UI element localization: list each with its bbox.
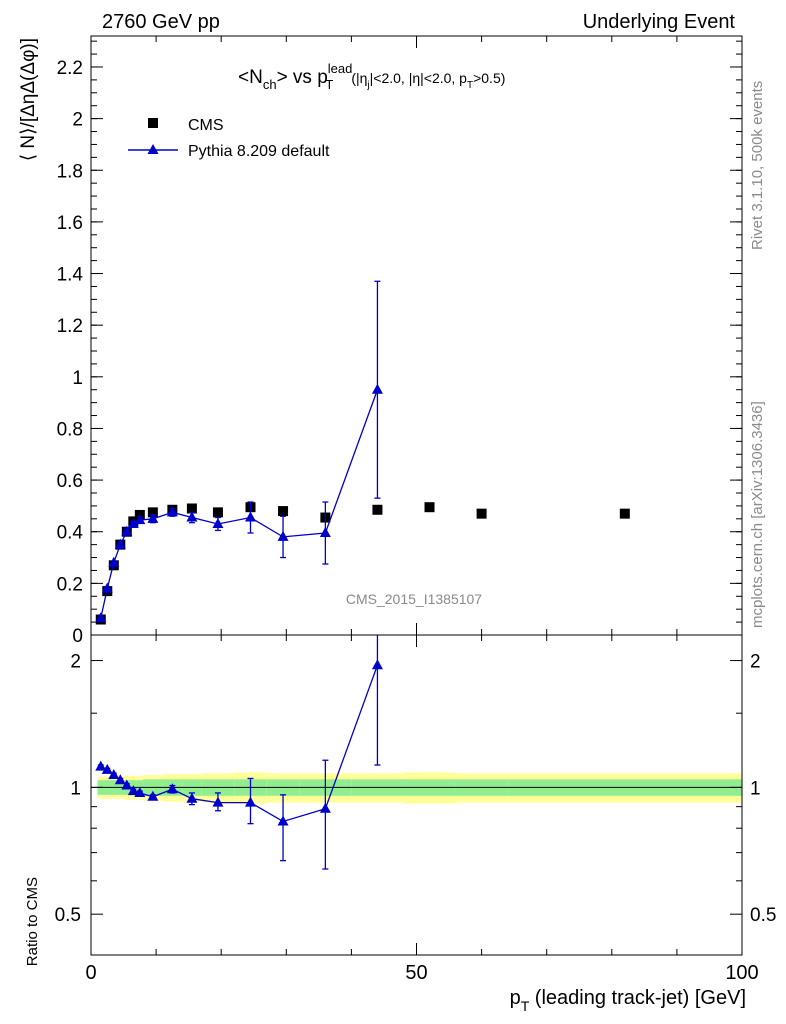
main-y-tick-label: 2 (72, 110, 83, 131)
ratio-data-point (95, 760, 107, 771)
mc-data-point (212, 517, 224, 528)
ratio-data-point (127, 785, 139, 796)
ratio-y-axis: 0.5 0.5 1 1 2 2 (55, 652, 777, 927)
ratio-data-point (114, 774, 126, 785)
legend-mc-marker (147, 144, 159, 154)
legend-mc-label: Pythia 8.209 default (188, 143, 330, 160)
ratio-data-point (212, 796, 224, 807)
ratio-data-point (186, 792, 198, 803)
main-y-axis: 0 0.2 0.4 0.6 0.8 1 1.2 1.4 1.6 1.8 2 2.2 (57, 40, 742, 647)
ratio-y-tick-label-right: 1 (750, 778, 761, 799)
mc-data-point (127, 517, 139, 528)
main-y-tick-label: 1.8 (57, 161, 83, 182)
mcplots-label: mcplots.cern.ch [arXiv:1306.3436] (749, 401, 766, 628)
cms-data-point (619, 508, 630, 519)
cms-data-point (147, 507, 158, 518)
ratio-y-tick-label: 0.5 (55, 905, 81, 926)
ratio-y-tick-label: 1 (70, 778, 81, 799)
x-axis: 0 50 100 (85, 635, 759, 984)
mc-data-point (186, 511, 198, 522)
main-y-tick-label: 0.8 (57, 419, 83, 440)
ratio-data-point (121, 779, 133, 790)
mc-data-point (244, 511, 256, 522)
legend-cms-marker (148, 118, 158, 128)
mc-data-point (134, 514, 146, 525)
cms-data-point (424, 502, 435, 513)
x-axis-label: pT (leading track-jet) [GeV] (510, 987, 746, 1014)
ratio-data-point (371, 659, 383, 670)
ratio-data-point (244, 796, 256, 807)
ratio-y-tick-label: 2 (70, 652, 81, 673)
cms-data-point (372, 504, 383, 515)
main-y-tick-label: 1.4 (57, 265, 84, 286)
ratio-data-point (277, 815, 289, 826)
mc-data-point (121, 525, 133, 536)
main-y-tick-label: 1 (72, 368, 83, 389)
main-y-tick-label: 0 (72, 626, 83, 647)
mc-data-point (95, 612, 107, 623)
legend: CMS Pythia 8.209 default (128, 117, 330, 160)
cms-data-point (476, 508, 487, 519)
mc-data-point (147, 512, 159, 523)
mc-data-point (371, 383, 383, 394)
x-tick-label: 100 (725, 962, 758, 984)
main-y-tick-label: 0.6 (57, 471, 83, 492)
ratio-data-point (101, 763, 113, 774)
main-y-label: ⟨ N⟩/[ΔηΔ(Δφ)] (18, 38, 39, 161)
header-right: Underlying Event (583, 11, 736, 33)
cms-data-point (186, 503, 197, 514)
mc-data-point (277, 530, 289, 541)
ratio-data-point (319, 802, 331, 813)
ratio-data-point (108, 768, 120, 779)
cms-data-point (212, 507, 223, 518)
mc-data-point (108, 556, 120, 567)
mc-data-point (101, 582, 113, 593)
legend-cms-label: CMS (188, 117, 224, 134)
rivet-label: Rivet 3.1.10, 500k events (749, 81, 766, 250)
mc-data-point (319, 527, 331, 538)
ratio-y-tick-label-right: 2 (750, 652, 761, 673)
main-y-tick-label: 2.2 (57, 58, 83, 79)
x-tick-label: 0 (85, 962, 96, 984)
header-left: 2760 GeV pp (102, 11, 220, 33)
x-tick-label: 50 (405, 962, 427, 984)
plot-title: <Nch> vs plead T (|ηj|<2.0, |η|<2.0, pT>0.… (238, 61, 505, 92)
ratio-y-label: Ratio to CMS (24, 877, 41, 966)
main-y-tick-label: 1.2 (57, 316, 83, 337)
main-x-ticks (90, 36, 743, 635)
ratio-data-point (134, 786, 146, 797)
ratio-y-tick-label-right: 0.5 (750, 905, 776, 926)
main-y-tick-label: 0.2 (57, 574, 83, 595)
ratio-panel: 0.5 0.5 1 1 2 2 0 50 100 Ratio to CMS pT (leadi… (24, 634, 777, 1014)
main-panel: 0 0.2 0.4 0.6 0.8 1 1.2 1.4 1.6 1.8 2 2.2 <Nch> vs … (18, 35, 743, 647)
mc-data-point (166, 506, 178, 517)
mc-line (100, 389, 379, 619)
mc-data-point (114, 538, 126, 549)
main-y-tick-label: 1.6 (57, 213, 83, 234)
cms-data-point (278, 506, 289, 517)
main-y-tick-label: 0.4 (57, 523, 84, 544)
ratio-data-point (147, 790, 159, 801)
ratio-data-point (166, 783, 178, 794)
analysis-watermark: CMS_2015_I1385107 (346, 591, 482, 607)
